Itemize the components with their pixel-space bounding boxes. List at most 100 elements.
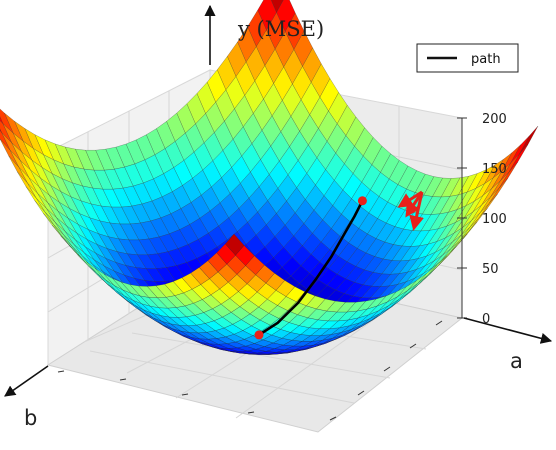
surface-cell [51, 173, 72, 198]
surface-cell [417, 241, 438, 260]
path-series [254, 196, 367, 340]
surface-cell [87, 265, 108, 284]
z-axis: 0 50 100 150 200 [457, 112, 507, 327]
surface-cell [197, 232, 218, 254]
surface-cell [181, 272, 202, 290]
surface-cell [234, 339, 256, 347]
surface-cell [129, 222, 150, 241]
surface-mesh [0, 0, 539, 355]
z-axis-label: y (MSE) [237, 17, 324, 41]
surface-cell [0, 128, 2, 133]
surface-cell [190, 194, 211, 219]
z-tick-label: 0 [482, 312, 490, 327]
surface-cell [488, 178, 508, 205]
surface-cell [468, 208, 488, 232]
surface-cell [254, 65, 274, 100]
surface-cell [265, 272, 286, 291]
surface-cell [437, 245, 458, 266]
surface-cell [74, 148, 95, 171]
surface-cell [157, 251, 177, 268]
surface-cell [232, 319, 253, 331]
surface-cell [53, 159, 73, 184]
surface-cell [443, 227, 464, 248]
surface-cell [368, 301, 388, 315]
surface-cell [219, 347, 239, 352]
surface-cell [226, 341, 247, 349]
surface-cell [356, 298, 377, 312]
surface-cell [415, 251, 437, 270]
surface-cell [155, 283, 176, 298]
surface-cell [508, 144, 529, 173]
surface-cell [144, 312, 164, 326]
z-tick-label: 150 [482, 162, 507, 177]
surface-cell [435, 232, 455, 253]
surface-cell [86, 261, 106, 280]
z-tick-label: 100 [482, 212, 507, 227]
surface-cell [0, 108, 14, 134]
surface-cell [312, 334, 332, 342]
path-end-marker [254, 330, 264, 340]
surface-cell [156, 296, 177, 309]
surface-cell [138, 238, 159, 256]
b-axis-arrow [4, 365, 49, 397]
surface-cell [171, 185, 192, 209]
surface-cell [227, 274, 248, 292]
z-tick-label: 50 [482, 262, 499, 277]
surface-cell [257, 200, 277, 226]
surface-cell [64, 146, 85, 170]
surface-cell [200, 342, 220, 349]
surface-cell [326, 273, 347, 291]
surface-cell [510, 135, 530, 164]
surface-cell [361, 313, 381, 326]
surface-cell [138, 285, 159, 299]
b-axis-label: b [24, 406, 37, 430]
surface-cell [180, 202, 201, 225]
path-start-marker [357, 196, 367, 206]
surface-cell [12, 132, 33, 161]
surface-cell [164, 281, 184, 296]
surface-cell [366, 295, 387, 310]
surface-cell [165, 295, 186, 308]
surface-cell [170, 323, 190, 333]
surface-cell [247, 348, 267, 354]
surface-cell [246, 274, 267, 293]
surface-cell [281, 256, 302, 277]
surface-cell [221, 349, 241, 354]
surface-cell [154, 148, 175, 175]
surface-cell [208, 225, 228, 248]
surface-cell [122, 185, 143, 207]
surface-cell [182, 177, 202, 203]
surface-cell [224, 108, 244, 140]
surface-cell [469, 203, 490, 228]
surface-cell [501, 144, 521, 172]
surface-cell [442, 234, 462, 256]
surface-cell [4, 112, 24, 142]
surface-cell [116, 251, 137, 268]
surface-cell [196, 81, 216, 115]
surface-cell [60, 191, 81, 215]
surface-cell [0, 116, 4, 124]
surface-cell [129, 284, 150, 298]
surface-cell [192, 339, 212, 347]
surface-cell [190, 336, 210, 345]
surface-cell [342, 324, 362, 336]
surface-cell [263, 83, 283, 117]
surface-cell [425, 247, 445, 266]
surface-cell [83, 168, 104, 190]
surface-cell [190, 267, 210, 285]
surface-cell [248, 186, 269, 213]
surface-cell [95, 268, 115, 286]
surface-cell [491, 163, 511, 189]
surface-cell [69, 245, 89, 266]
surface-cell [271, 329, 292, 339]
surface-cell [272, 337, 293, 346]
surface-cell [285, 286, 306, 303]
surface-cell [518, 125, 539, 155]
legend: path [416, 43, 519, 73]
surface-cell [484, 159, 504, 184]
surface-cell [200, 278, 220, 296]
surface-cell [161, 321, 181, 332]
surface-cell [126, 253, 147, 269]
surface-cell [224, 233, 245, 256]
